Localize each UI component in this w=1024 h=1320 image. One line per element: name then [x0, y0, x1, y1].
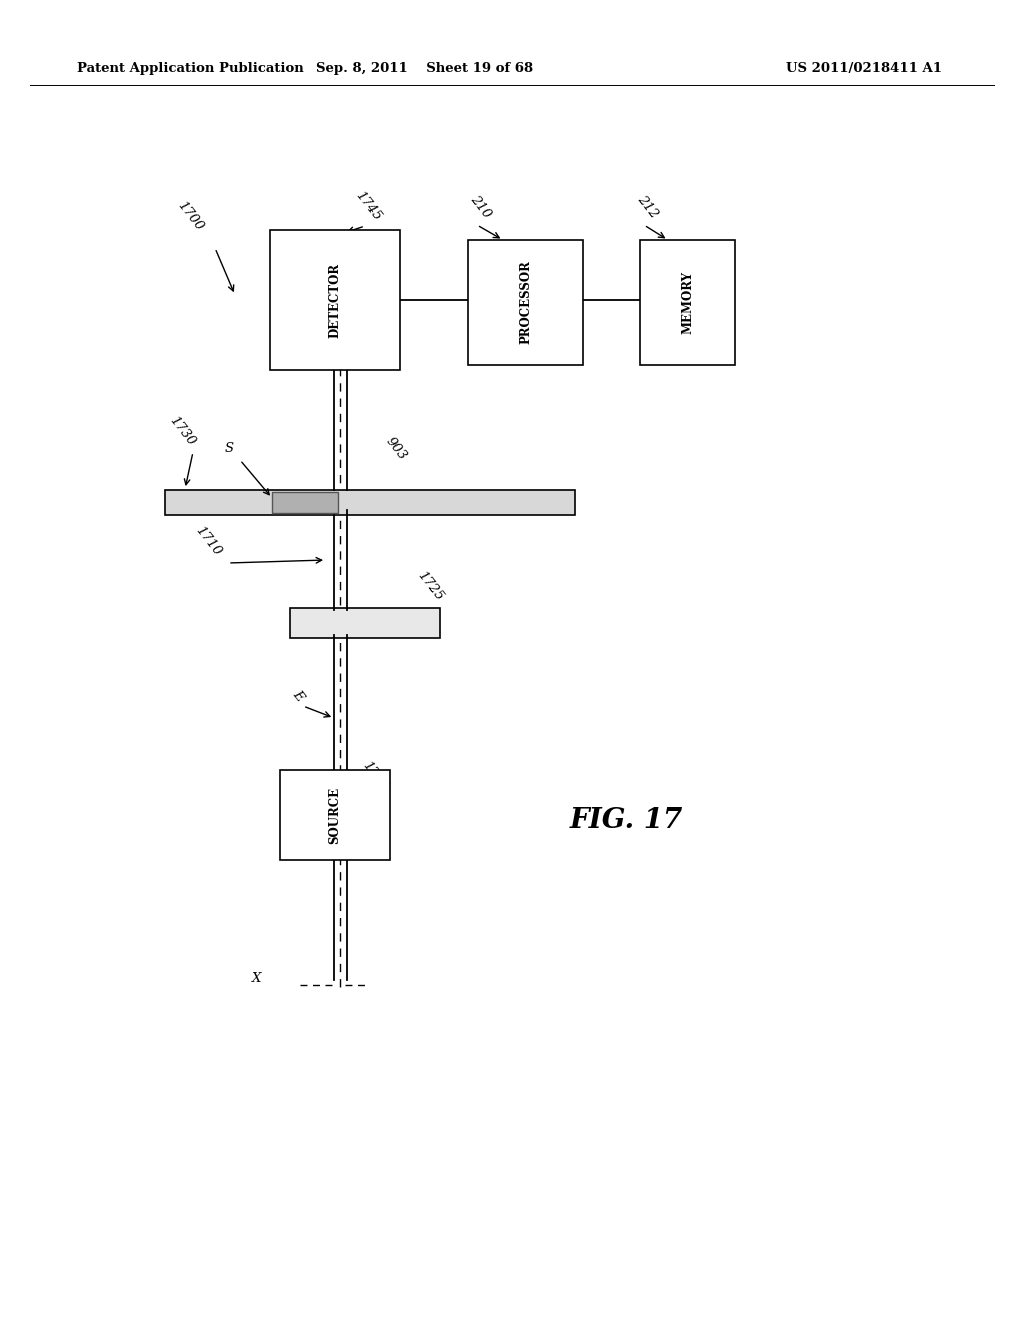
Text: S: S [225, 442, 234, 455]
Bar [640, 240, 735, 366]
Text: 1730: 1730 [167, 413, 198, 447]
Text: 212: 212 [635, 193, 660, 220]
Text: 903: 903 [383, 436, 409, 463]
Bar [280, 770, 390, 861]
Bar [165, 490, 575, 515]
Text: Sep. 8, 2011    Sheet 19 of 68: Sep. 8, 2011 Sheet 19 of 68 [316, 62, 534, 75]
Text: SOURCE: SOURCE [329, 787, 341, 843]
Bar [270, 230, 400, 370]
Text: US 2011/0218411 A1: US 2011/0218411 A1 [786, 62, 942, 75]
Text: 1710: 1710 [193, 524, 224, 558]
Text: Patent Application Publication: Patent Application Publication [77, 62, 303, 75]
Text: 1700: 1700 [175, 198, 206, 234]
Text: 1725: 1725 [415, 569, 445, 603]
Text: 210: 210 [468, 193, 494, 220]
Bar [272, 492, 338, 513]
Text: X: X [252, 972, 261, 985]
Bar [290, 609, 440, 638]
Text: DETECTOR: DETECTOR [329, 263, 341, 338]
Bar [468, 240, 583, 366]
Text: MEMORY: MEMORY [681, 271, 694, 334]
Text: 1745: 1745 [353, 189, 384, 223]
Text: E: E [290, 688, 306, 704]
Text: FIG. 17: FIG. 17 [570, 807, 683, 833]
Text: PROCESSOR: PROCESSOR [519, 260, 532, 345]
Text: 1720: 1720 [360, 759, 391, 793]
